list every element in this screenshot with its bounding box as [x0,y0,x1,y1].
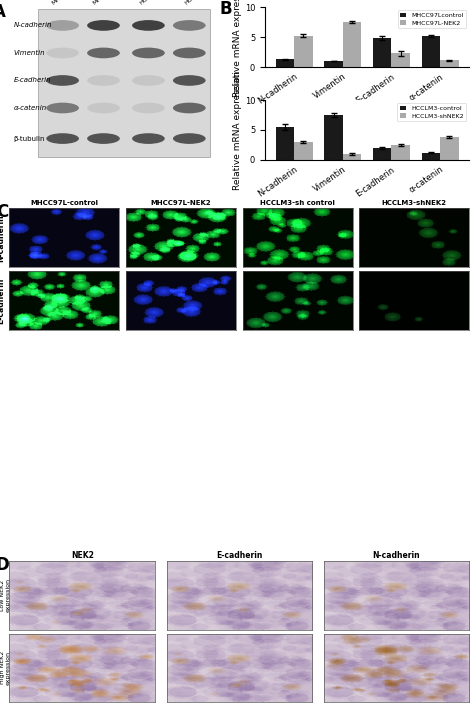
Text: E-cadherin: E-cadherin [14,77,51,84]
Text: C: C [0,203,8,221]
Ellipse shape [87,103,120,113]
Text: HCCLM3-shcontrol: HCCLM3-shcontrol [139,0,187,6]
Title: HCCLM3-sh control: HCCLM3-sh control [260,201,335,206]
Text: HCCLM3-shNEK2: HCCLM3-shNEK2 [184,0,228,6]
Ellipse shape [132,48,165,58]
Ellipse shape [46,48,79,58]
Bar [324,61,343,67]
Y-axis label: E-cadherin: E-cadherin [0,277,5,324]
Text: β-tubulin: β-tubulin [14,135,45,142]
Y-axis label: Relative mRNA expression: Relative mRNA expression [233,0,242,96]
Y-axis label: N-cadherin: N-cadherin [0,214,5,262]
Bar [294,142,312,160]
Bar [373,38,392,67]
Text: D: D [0,556,9,574]
Bar [373,148,392,160]
Ellipse shape [87,75,120,86]
Text: A: A [0,3,6,21]
Text: N-cadherin: N-cadherin [14,23,52,28]
Ellipse shape [46,133,79,144]
Title: HCCLM3-shNEK2: HCCLM3-shNEK2 [382,201,447,206]
Legend: HCCLM3-control, HCCLM3-shNEK2: HCCLM3-control, HCCLM3-shNEK2 [397,103,466,121]
Y-axis label: Relative mRNA expression: Relative mRNA expression [233,70,242,190]
Text: MHCC97L-control: MHCC97L-control [51,0,96,6]
Title: N-cadherin: N-cadherin [373,552,420,561]
Ellipse shape [173,48,206,58]
Bar [421,36,440,67]
FancyBboxPatch shape [38,9,210,157]
Bar [440,60,458,67]
Bar [343,154,361,160]
Bar [275,127,294,160]
Ellipse shape [87,48,120,58]
Ellipse shape [132,20,165,30]
Text: MHCC97L-NEK2: MHCC97L-NEK2 [92,0,133,6]
Bar [275,60,294,67]
Bar [343,22,361,67]
Text: B: B [220,0,233,18]
Legend: MHCC97Lcontrol, MHCC97L-NEK2: MHCC97Lcontrol, MHCC97L-NEK2 [398,10,466,28]
Bar [392,53,410,67]
Y-axis label: High NEK2
expression: High NEK2 expression [0,651,11,685]
Ellipse shape [173,133,206,144]
Ellipse shape [87,133,120,144]
Ellipse shape [132,133,165,144]
Title: NEK2: NEK2 [71,552,94,561]
Ellipse shape [132,103,165,113]
Ellipse shape [46,75,79,86]
Y-axis label: Low NEK2
expression: Low NEK2 expression [0,579,11,613]
Text: Vimentin: Vimentin [14,50,45,56]
Ellipse shape [173,103,206,113]
Ellipse shape [46,103,79,113]
Bar [421,152,440,160]
Ellipse shape [173,20,206,30]
Ellipse shape [132,75,165,86]
Bar [392,145,410,160]
Ellipse shape [87,20,120,30]
Bar [294,36,312,67]
Ellipse shape [173,75,206,86]
Bar [324,115,343,160]
Title: E-cadherin: E-cadherin [216,552,263,561]
Ellipse shape [46,20,79,30]
Title: MHCC97L-NEK2: MHCC97L-NEK2 [151,201,211,206]
Bar [440,137,458,160]
Text: α-catenin: α-catenin [14,105,47,111]
Title: MHCC97L-control: MHCC97L-control [30,201,99,206]
